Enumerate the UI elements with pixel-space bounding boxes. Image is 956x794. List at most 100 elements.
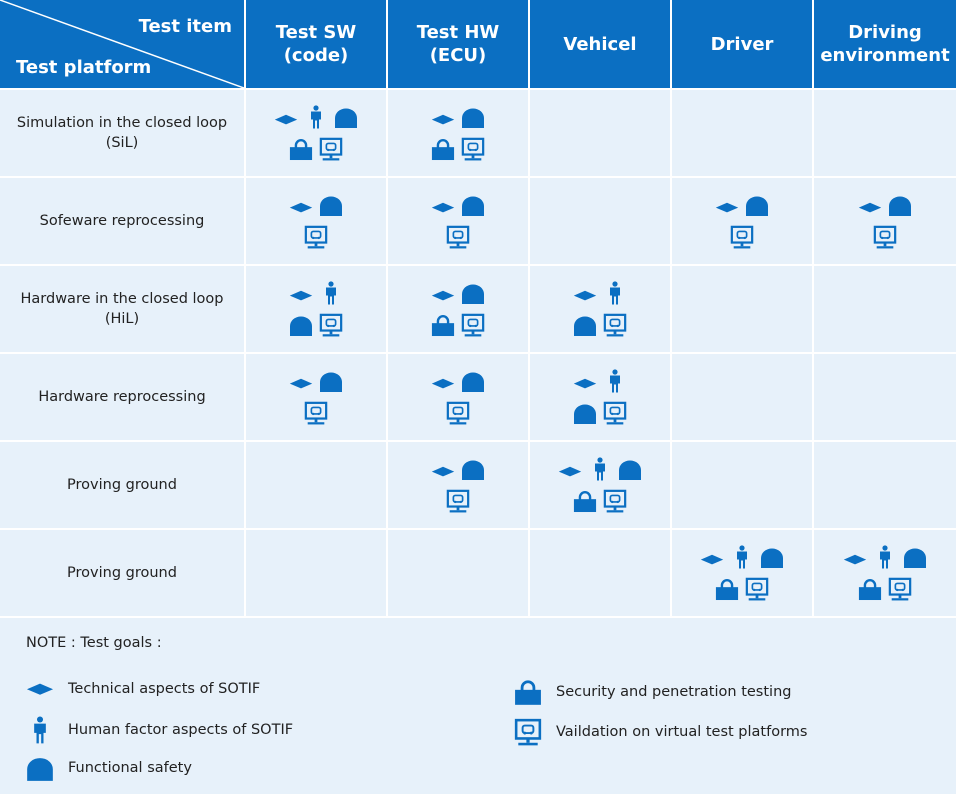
table-cell <box>670 440 812 528</box>
icon-technical <box>843 550 867 569</box>
icon-row <box>715 577 769 601</box>
column-header: Test HW (ECU) <box>386 0 528 88</box>
icon-technical <box>431 110 455 129</box>
icon-functional-safety <box>334 105 358 129</box>
icon-virtual-validation <box>304 225 328 249</box>
note-separator <box>0 616 956 618</box>
icon-functional-safety <box>461 193 485 217</box>
icon-functional-safety <box>573 313 597 337</box>
icon-virtual-validation <box>446 489 470 513</box>
table-cell <box>244 264 386 352</box>
icon-human-factor <box>603 369 627 393</box>
table-cell <box>670 264 812 352</box>
icon-row <box>446 489 470 513</box>
icon-row <box>446 401 470 425</box>
icon-row <box>431 457 485 481</box>
icon-row <box>431 281 485 305</box>
table-cell <box>528 264 670 352</box>
table-cell <box>812 88 956 176</box>
icon-technical <box>715 198 739 217</box>
table-cell <box>244 440 386 528</box>
icon-human-factor <box>730 545 754 569</box>
table-cell <box>244 528 386 616</box>
icon-functional-safety <box>461 281 485 305</box>
icon-security <box>858 577 882 601</box>
table-cell <box>386 352 528 440</box>
legend-label: Functional safety <box>68 760 192 776</box>
icon-row <box>873 225 897 249</box>
legend-item: Vaildation on virtual test platforms <box>514 718 807 746</box>
icon-row <box>274 105 358 129</box>
icon-human-factor <box>26 716 54 744</box>
table-cell <box>528 88 670 176</box>
icon-row <box>573 369 627 393</box>
icon-row <box>289 193 343 217</box>
icon-row <box>573 281 627 305</box>
icon-security <box>573 489 597 513</box>
table-cell <box>670 528 812 616</box>
icon-functional-safety <box>319 369 343 393</box>
legend-label: Technical aspects of SOTIF <box>68 681 261 698</box>
icon-virtual-validation <box>873 225 897 249</box>
legend-item: Technical aspects of SOTIF <box>26 678 260 700</box>
icon-security <box>431 313 455 337</box>
test-platform-label: Test platform <box>16 57 152 78</box>
icon-functional-safety <box>745 193 769 217</box>
icon-functional-safety <box>618 457 642 481</box>
legend-item: Security and penetration testing <box>514 678 791 706</box>
row-label: Simulation in the closed loop (SiL) <box>0 88 244 176</box>
table-cell <box>528 440 670 528</box>
icon-row <box>431 193 485 217</box>
table-cell <box>386 264 528 352</box>
icon-virtual-validation <box>304 401 328 425</box>
icon-functional-safety <box>289 313 313 337</box>
column-header-line: Driving <box>848 22 922 43</box>
row-label: Hardware in the closed loop (HiL) <box>0 264 244 352</box>
table-cell <box>528 352 670 440</box>
test-item-label: Test item <box>138 16 232 37</box>
icon-row <box>304 225 328 249</box>
icon-virtual-validation <box>888 577 912 601</box>
icon-functional-safety <box>461 105 485 129</box>
icon-row <box>431 105 485 129</box>
icon-virtual-validation <box>730 225 754 249</box>
icon-row <box>289 369 343 393</box>
table-cell <box>528 528 670 616</box>
row-label: Hardware reprocessing <box>0 352 244 440</box>
table-cell <box>812 264 956 352</box>
icon-row <box>431 313 485 337</box>
icon-human-factor <box>588 457 612 481</box>
icon-functional-safety <box>573 401 597 425</box>
icon-security <box>431 137 455 161</box>
icon-virtual-validation <box>514 718 542 746</box>
column-header-line: Vehicel <box>563 33 637 55</box>
column-header-line: Driver <box>710 33 774 55</box>
icon-row <box>573 313 627 337</box>
table-cell <box>812 440 956 528</box>
icon-functional-safety <box>903 545 927 569</box>
corner-diagonal <box>0 0 244 88</box>
column-header: Vehicel <box>528 0 670 88</box>
icon-human-factor <box>304 105 328 129</box>
icon-virtual-validation <box>319 313 343 337</box>
table-cell <box>386 88 528 176</box>
legend-label: Vaildation on virtual test platforms <box>556 724 808 740</box>
legend-label: Security and penetration testing <box>556 684 792 700</box>
row-label: Proving ground <box>0 528 244 616</box>
column-header: Driver <box>670 0 812 88</box>
icon-human-factor <box>873 545 897 569</box>
icon-virtual-validation <box>603 401 627 425</box>
icon-virtual-validation <box>603 489 627 513</box>
icon-functional-safety <box>26 754 54 782</box>
icon-row <box>431 369 485 393</box>
icon-technical <box>274 110 298 129</box>
icon-technical <box>573 286 597 305</box>
icon-technical <box>431 374 455 393</box>
icon-functional-safety <box>319 193 343 217</box>
icon-virtual-validation <box>319 137 343 161</box>
icon-technical <box>431 286 455 305</box>
legend-item: Functional safety <box>26 754 192 782</box>
icon-row <box>304 401 328 425</box>
icon-functional-safety <box>760 545 784 569</box>
icon-human-factor <box>603 281 627 305</box>
